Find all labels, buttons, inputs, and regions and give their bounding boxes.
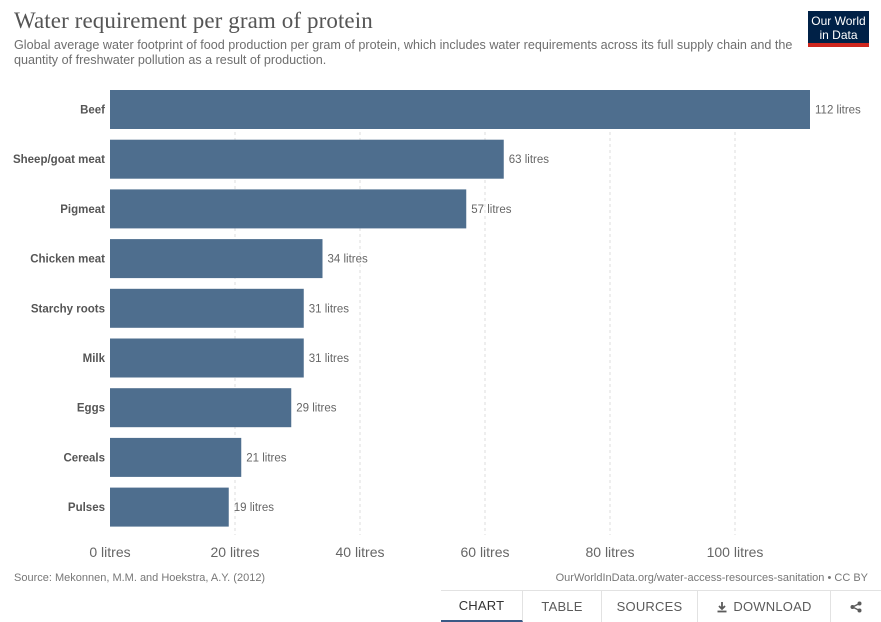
source-note: Source: Mekonnen, M.M. and Hoekstra, A.Y… bbox=[14, 572, 266, 584]
category-label: Cereals bbox=[63, 452, 105, 464]
owid-logo[interactable]: Our World in Data bbox=[808, 11, 869, 47]
logo-line-1: Our World bbox=[811, 14, 866, 28]
x-tick-label: 0 litres bbox=[89, 544, 130, 560]
tab-bar: CHART TABLE SOURCES DOWNLOAD bbox=[441, 590, 881, 622]
chart-subtitle: Global average water footprint of food p… bbox=[14, 38, 793, 67]
category-label: Sheep/goat meat bbox=[13, 154, 105, 166]
tab-table[interactable]: TABLE bbox=[523, 591, 602, 622]
bar-chart: Beef Sheep/goat meat Pigmeat Chicken meat St… bbox=[13, 90, 861, 560]
data-label: 21 litres bbox=[246, 452, 287, 464]
tab-sources[interactable]: SOURCES bbox=[602, 591, 698, 622]
data-label: 31 litres bbox=[309, 353, 350, 365]
x-axis-ticks: 0 litres 20 litres 40 litres 60 litres 80 li… bbox=[89, 544, 763, 560]
chart-title: Water requirement per gram of protein bbox=[14, 8, 373, 33]
chart-bars bbox=[110, 90, 810, 527]
x-tick-label: 60 litres bbox=[460, 544, 509, 560]
tab-sources-label: SOURCES bbox=[616, 599, 683, 614]
bar[interactable] bbox=[110, 90, 810, 129]
x-tick-label: 20 litres bbox=[210, 544, 259, 560]
bar[interactable] bbox=[110, 288, 304, 328]
download-button[interactable]: DOWNLOAD bbox=[698, 591, 831, 622]
x-tick-label: 80 litres bbox=[585, 544, 634, 560]
logo-line-2: in Data bbox=[819, 28, 858, 42]
x-tick-label: 40 litres bbox=[335, 544, 384, 560]
share-button[interactable] bbox=[831, 591, 881, 622]
tab-chart[interactable]: CHART bbox=[441, 591, 523, 622]
bar[interactable] bbox=[110, 139, 504, 179]
data-label: 112 litres bbox=[815, 105, 861, 117]
tab-table-label: TABLE bbox=[541, 599, 583, 614]
download-icon bbox=[717, 601, 727, 612]
category-label: Beef bbox=[80, 105, 105, 117]
category-label: Starchy roots bbox=[31, 303, 105, 315]
bar[interactable] bbox=[110, 239, 323, 279]
download-label: DOWNLOAD bbox=[733, 599, 812, 614]
category-label: Eggs bbox=[77, 403, 105, 415]
data-label: 29 litres bbox=[296, 403, 337, 415]
data-label: 31 litres bbox=[309, 303, 350, 315]
category-label: Milk bbox=[83, 353, 106, 365]
category-label: Pulses bbox=[68, 502, 105, 514]
category-label: Chicken meat bbox=[30, 254, 105, 266]
x-tick-label: 100 litres bbox=[707, 544, 764, 560]
bar[interactable] bbox=[110, 388, 292, 428]
share-icon bbox=[850, 601, 862, 612]
data-label: 19 litres bbox=[234, 502, 275, 514]
bar[interactable] bbox=[110, 189, 467, 229]
data-label: 63 litres bbox=[509, 154, 550, 166]
category-label: Pigmeat bbox=[60, 204, 105, 216]
data-label: 34 litres bbox=[328, 254, 369, 266]
bar[interactable] bbox=[110, 338, 304, 378]
category-labels: Beef Sheep/goat meat Pigmeat Chicken meat St… bbox=[13, 105, 106, 515]
url-license-link[interactable]: OurWorldInData.org/water-access-resource… bbox=[555, 572, 868, 584]
value-labels: 112 litres 63 litres 57 litres 34 litres 31 … bbox=[234, 105, 861, 515]
data-label: 57 litres bbox=[471, 204, 512, 216]
bar[interactable] bbox=[110, 487, 229, 527]
bar[interactable] bbox=[110, 437, 242, 477]
tab-chart-label: CHART bbox=[458, 598, 505, 613]
